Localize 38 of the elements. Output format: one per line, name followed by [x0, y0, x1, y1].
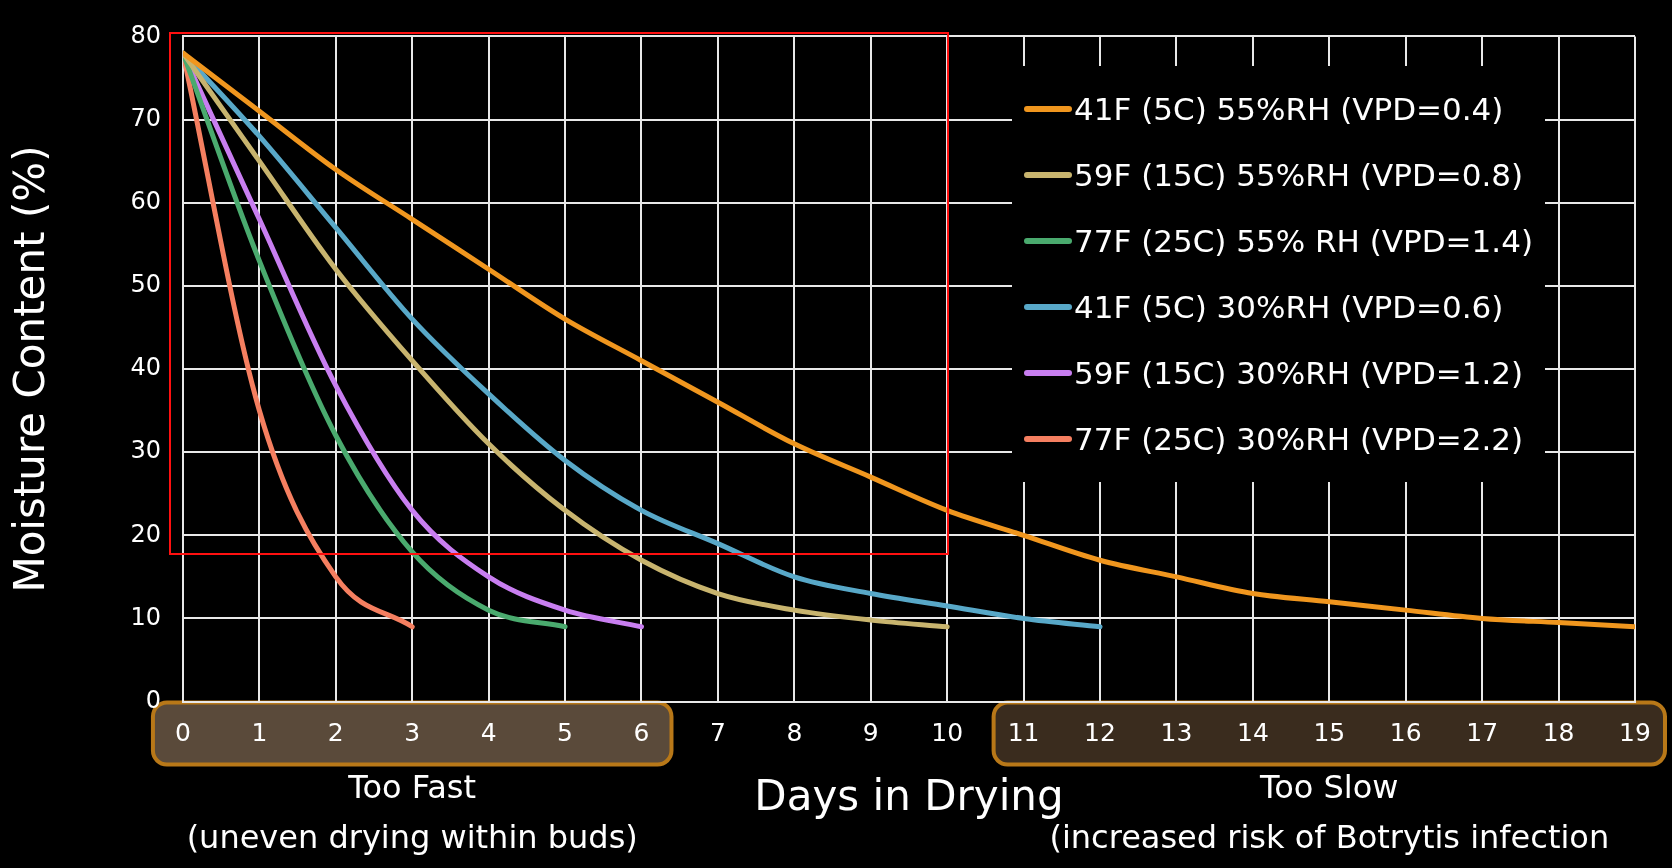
x-axis-title: Days in Drying — [754, 770, 1064, 820]
y-axis-title: Moisture Content (%) — [5, 145, 55, 593]
legend-label: 41F (5C) 55%RH (VPD=0.4) — [1074, 91, 1504, 128]
legend-label: 77F (25C) 55% RH (VPD=1.4) — [1074, 223, 1533, 260]
x-tick-label: 12 — [1084, 718, 1116, 748]
x-tick-label: 2 — [327, 718, 344, 748]
x-tick-label: 13 — [1160, 718, 1193, 748]
x-tick-label: 8 — [786, 718, 803, 748]
legend-label: 41F (5C) 30%RH (VPD=0.6) — [1074, 289, 1504, 326]
x-tick-label: 3 — [404, 718, 421, 748]
x-tick-label: 14 — [1236, 718, 1269, 748]
y-tick-label: 10 — [130, 602, 161, 631]
x-tick-label: 7 — [709, 718, 726, 748]
x-tick-label: 6 — [633, 718, 650, 748]
x-tick-label: 5 — [557, 718, 574, 748]
x-tick-label: 4 — [480, 718, 497, 748]
legend-label: 77F (25C) 30%RH (VPD=2.2) — [1074, 421, 1524, 458]
y-tick-label: 70 — [130, 103, 161, 132]
y-tick-label: 0 — [145, 685, 161, 714]
text: Too Fast (uneven drying within buds) — [186, 767, 638, 856]
y-tick-label: 50 — [130, 270, 161, 299]
y-tick-label: 40 — [130, 353, 161, 382]
legend-label: 59F (15C) 55%RH (VPD=0.8) — [1074, 157, 1524, 194]
x-tick-label: 11 — [1007, 718, 1040, 748]
y-tick-label: 30 — [130, 436, 161, 465]
x-tick-label: 16 — [1389, 718, 1422, 748]
x-tick-label: 15 — [1313, 718, 1346, 748]
x-tick-label: 19 — [1619, 718, 1651, 748]
legend-label: 59F (15C) 30%RH (VPD=1.2) — [1074, 355, 1524, 392]
y-tick-label: 20 — [130, 519, 161, 548]
y-tick-label: 60 — [130, 186, 161, 215]
x-tick-label: 18 — [1542, 718, 1575, 748]
x-tick-label: 9 — [862, 718, 879, 748]
y-tick-label: 80 — [130, 20, 161, 49]
x-tick-label: 1 — [251, 718, 268, 748]
x-tick-label: 17 — [1466, 718, 1499, 748]
x-tick-label: 0 — [174, 718, 191, 748]
x-tick-label: 10 — [931, 718, 964, 748]
